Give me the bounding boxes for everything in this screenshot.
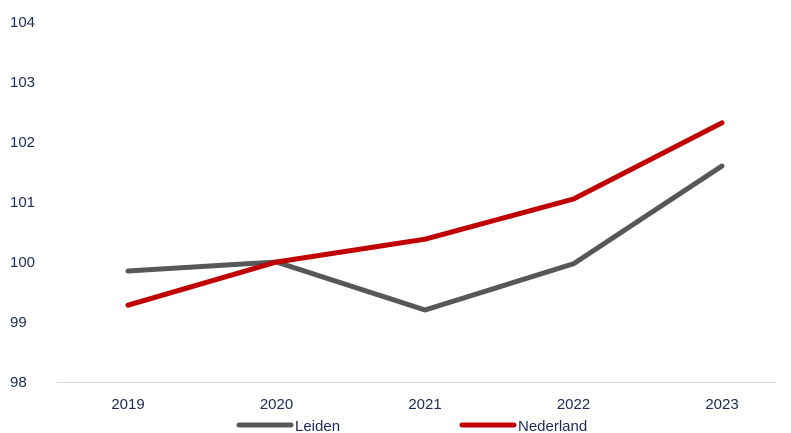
series-lines xyxy=(125,120,725,313)
x-tick-label: 2019 xyxy=(111,396,144,413)
x-tick-label: 2022 xyxy=(557,396,590,413)
legend-label-nederland: Nederland xyxy=(518,418,587,433)
y-tick-label: 103 xyxy=(10,74,35,91)
y-tick-label: 102 xyxy=(10,134,35,151)
y-tick-label: 101 xyxy=(10,194,35,211)
series-line-leiden xyxy=(125,163,725,313)
x-tick-label: 2023 xyxy=(705,396,738,413)
legend: Leiden Nederland xyxy=(236,418,587,433)
x-tick-label: 2021 xyxy=(408,396,441,413)
y-axis-tick-labels: 98 99 100 101 102 103 104 xyxy=(10,14,35,391)
series-line-nederland xyxy=(125,120,725,308)
legend-label-leiden: Leiden xyxy=(295,418,340,433)
x-axis-tick-labels: 2019 2020 2021 2022 2023 xyxy=(111,396,738,413)
y-tick-label: 100 xyxy=(10,254,35,271)
y-tick-label: 98 xyxy=(10,374,27,391)
x-tick-label: 2020 xyxy=(260,396,293,413)
y-tick-label: 104 xyxy=(10,14,35,31)
y-tick-label: 99 xyxy=(10,314,27,331)
